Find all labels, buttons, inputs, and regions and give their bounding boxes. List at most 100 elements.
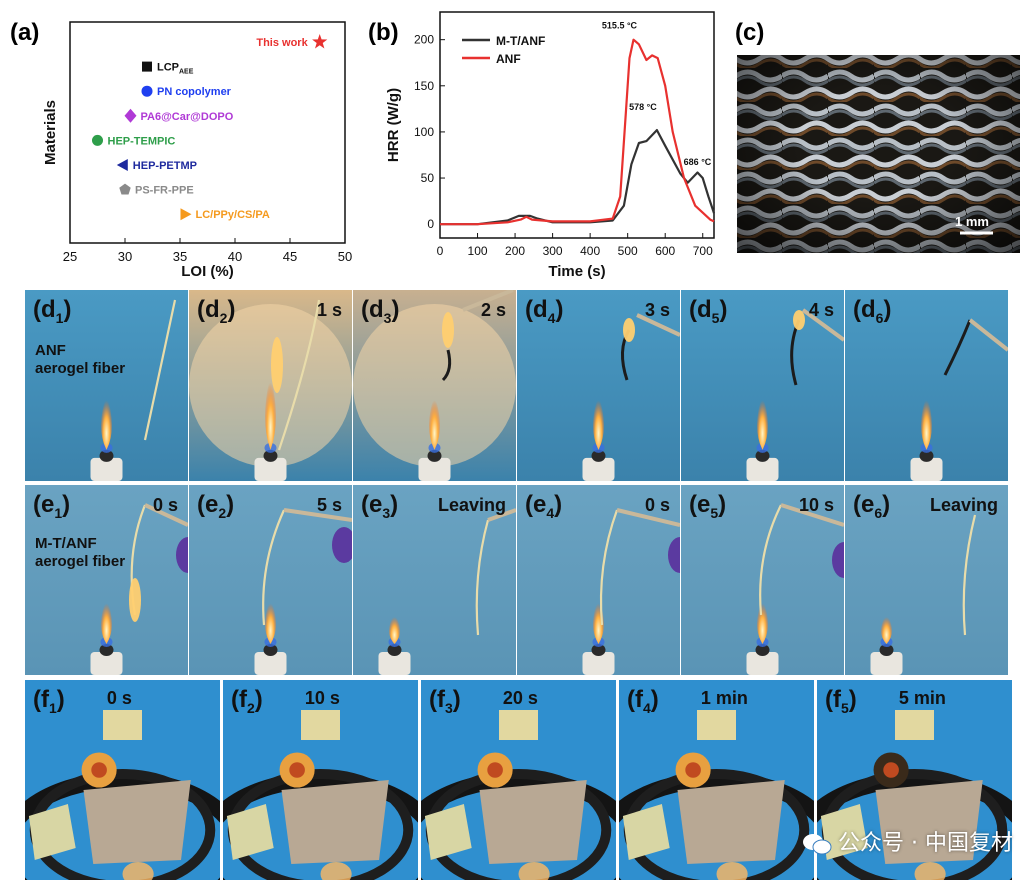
panel-label-b: (b): [368, 19, 399, 46]
flame-scene-drawing: [353, 485, 516, 675]
time-label: 20 s: [502, 688, 538, 708]
legend-label: M-T/ANF: [496, 34, 545, 48]
time-label: Leaving: [929, 495, 998, 515]
panel-label: (e3): [361, 491, 399, 521]
photo-panel-f2: (f2) 10 s: [223, 680, 418, 880]
flame-scene-drawing: [681, 290, 844, 481]
flame-scene-drawing: [517, 290, 680, 481]
point-label: LCPAEE: [157, 62, 194, 76]
panel-label: (f5): [825, 686, 857, 716]
panel-label: (d6): [853, 296, 892, 326]
x-tick-label: 300: [543, 244, 563, 258]
y-tick-label: 150: [414, 79, 434, 93]
point-label-subscript: AEE: [179, 69, 194, 76]
panel-label: (e1): [33, 491, 71, 521]
flame-scene-drawing: [845, 485, 1008, 675]
panel-label-subscript: 3: [383, 309, 392, 326]
chat-bubble-icon: [803, 834, 832, 855]
scale-bar-label: 1 mm: [955, 214, 989, 229]
point-label: HEP-PETMP: [133, 160, 197, 172]
x-axis-label: Time (s): [548, 263, 605, 280]
fabric-burner-drawing: [619, 680, 814, 880]
point-label: This work: [256, 37, 308, 49]
time-label: 2 s: [480, 300, 506, 320]
panel-label: (e5): [689, 491, 727, 521]
panel-label: (d4): [525, 296, 564, 326]
x-axis-label: LOI (%): [181, 263, 234, 280]
fabric-burner-drawing: [223, 680, 418, 880]
y-tick-label: 0: [427, 217, 434, 231]
series-line-m-t-anf: [440, 129, 716, 226]
top-charts: (a) 25 30 35 40 45 50 LOI (%) Materials This wor…: [10, 11, 1020, 280]
photo-panel-f3: (f3) 20 s: [421, 680, 616, 880]
photo-panel-e4: (e4) 0 s: [517, 485, 680, 675]
panel-label-subscript: 1: [55, 309, 64, 326]
panel-label-subscript: 6: [875, 309, 884, 326]
panel-label-subscript: 2: [246, 699, 255, 716]
point-label: HEP-TEMPIC: [108, 135, 176, 147]
x-tick-label: 400: [580, 244, 600, 258]
point-circle: [141, 85, 153, 97]
panel-label-subscript: 6: [874, 504, 883, 521]
panel-label-subscript: 4: [547, 309, 556, 326]
x-tick-label: 30: [118, 249, 132, 264]
photo-panel-e6: (e6) Leaving: [845, 485, 1008, 675]
x-tick-label: 40: [228, 249, 242, 264]
point-triangle-right: [180, 208, 192, 221]
panel-label: (d2): [197, 296, 236, 326]
x-tick-label: 500: [618, 244, 638, 258]
time-label: 1 min: [700, 688, 748, 708]
panel-label-subscript: 1: [54, 504, 63, 521]
sample-description: ANF aerogel fiber: [35, 342, 125, 378]
panel-label-subscript: 3: [382, 504, 391, 521]
time-label: 10 s: [304, 688, 340, 708]
x-tick-label: 0: [437, 244, 444, 258]
fabric-photo: 1 mm: [737, 55, 1020, 253]
time-label: 5 min: [898, 688, 946, 708]
time-label: 4 s: [808, 300, 834, 320]
panel-label: (f1): [33, 686, 65, 716]
flame-scene-drawing: [189, 290, 352, 481]
panel-label: (d1): [33, 296, 72, 326]
panel-label-c: (c): [735, 19, 764, 46]
point-star: [312, 34, 328, 49]
y-axis-label: HRR (W/g): [385, 88, 402, 162]
x-tick-label: 25: [63, 249, 77, 264]
time-label: 10 s: [798, 495, 834, 515]
photo-panel-f5: (f5) 5 min: [817, 680, 1012, 880]
panel-label: (f2): [231, 686, 263, 716]
time-label: 0 s: [644, 495, 670, 515]
flame-scene-drawing: [189, 485, 352, 675]
x-tick-label: 100: [468, 244, 488, 258]
panel-label-subscript: 4: [546, 504, 555, 521]
point-label: PN copolymer: [157, 86, 232, 98]
flame-scene-drawing: [845, 290, 1008, 481]
flame-scene-drawing: [25, 485, 188, 675]
panel-label: (e4): [525, 491, 563, 521]
time-label: 0 s: [106, 688, 132, 708]
peak-annotation: 578 °C: [629, 102, 657, 112]
fabric-burner-drawing: [25, 680, 220, 880]
time-label: 0 s: [152, 495, 178, 515]
sample-description-line: M-T/ANF: [35, 535, 97, 552]
time-label: 5 s: [316, 495, 342, 515]
y-tick-label: 200: [414, 33, 434, 47]
point-label: LC/PPy/CS/PA: [196, 209, 270, 221]
sample-description-line: aerogel fiber: [35, 360, 126, 377]
photo-panel-d4: (d4) 3 s: [517, 290, 680, 481]
flame-scene-drawing: [353, 290, 516, 481]
photo-panel-d5: (d5) 4 s: [681, 290, 844, 481]
plot-frame: [439, 11, 715, 239]
x-tick-label: 600: [655, 244, 675, 258]
x-tick-label: 35: [173, 249, 187, 264]
panel-label-subscript: 5: [840, 699, 849, 716]
panel-label: (f3): [429, 686, 461, 716]
sample-description-line: ANF: [35, 342, 66, 359]
panel-label-subscript: 1: [48, 699, 57, 716]
flame-scene-drawing: [517, 485, 680, 675]
peak-annotation: 515.5 °C: [602, 21, 638, 31]
sample-description-line: aerogel fiber: [35, 553, 126, 570]
time-label: 1 s: [316, 300, 342, 320]
panel-label: (e6): [853, 491, 891, 521]
sample-description: M-T/ANF aerogel fiber: [35, 535, 125, 571]
